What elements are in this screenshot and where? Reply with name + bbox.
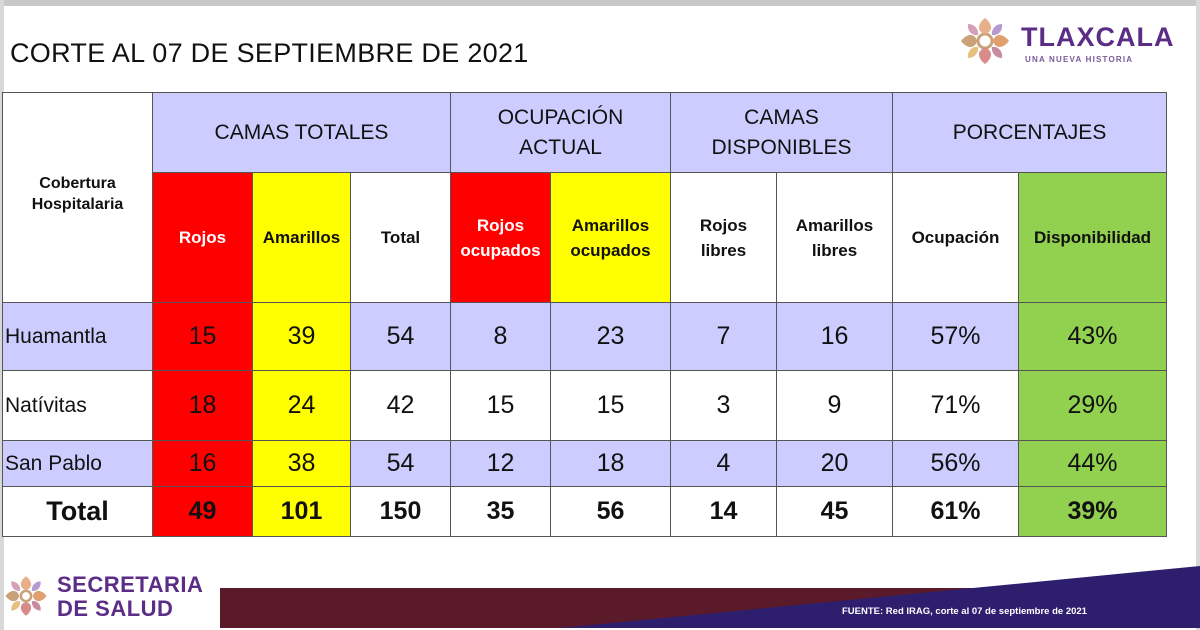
- cell-ocupacion: 71%: [892, 370, 1019, 441]
- subheader-amarillos-ocupados: Amarillos ocupados: [550, 172, 671, 303]
- cell-ocupacion: 57%: [892, 302, 1019, 371]
- subheader-line1: Rojos: [476, 215, 525, 235]
- cell-rojos-libres: 7: [670, 302, 777, 371]
- total-rojos: 49: [152, 486, 253, 537]
- subheader-total: Total: [350, 172, 451, 303]
- total-total: 150: [350, 486, 451, 537]
- cell-amarillos-ocupados: 18: [550, 440, 671, 487]
- total-amarillos-libres: 45: [776, 486, 893, 537]
- group-header-ocupacion-actual: OCUPACIÓN ACTUAL: [450, 92, 671, 173]
- subheader-rojos-ocupados: Rojos ocupados: [450, 172, 551, 303]
- cell-amarillos-libres: 9: [776, 370, 893, 441]
- subheader-amarillos-libres: Amarillos libres: [776, 172, 893, 303]
- document-title: CORTE AL 07 DE SEPTIEMBRE DE 2021: [10, 38, 529, 68]
- footer-logo-line1: SECRETARIA: [57, 572, 204, 597]
- tlaxcala-flower-icon: [961, 18, 1009, 64]
- top-border: [0, 0, 1200, 6]
- cell-total: 54: [350, 302, 451, 371]
- total-amarillos: 101: [252, 486, 351, 537]
- cell-total: 42: [350, 370, 451, 441]
- group-header-porcentajes: PORCENTAJES: [891, 92, 1168, 173]
- brand-name: TLAXCALA: [1021, 22, 1175, 52]
- hospital-coverage-table: Cobertura Hospitalaria CAMAS TOTALES OCU…: [2, 92, 1168, 537]
- group-header-line1: CAMAS: [744, 105, 819, 129]
- cell-rojos-ocupados: 8: [450, 302, 551, 371]
- subheader-line2: libres: [700, 240, 747, 260]
- total-amarillos-ocupados: 56: [550, 486, 671, 537]
- total-label: Total: [2, 486, 153, 537]
- subheader-line1: Amarillos: [571, 215, 650, 235]
- cell-rojos-libres: 4: [670, 440, 777, 487]
- total-rojos-ocupados: 35: [450, 486, 551, 537]
- tlaxcala-flower-icon: [5, 576, 47, 616]
- footer-logo-line2: DE SALUD: [57, 596, 174, 621]
- group-header-camas-disponibles: CAMAS DISPONIBLES: [670, 92, 893, 173]
- group-header-line2: ACTUAL: [519, 135, 602, 159]
- subheader-disponibilidad: Disponibilidad: [1017, 172, 1168, 303]
- table-row: San Pablo 16 38 54 12 18 4 20 56% 44%: [2, 440, 1168, 487]
- subheader-amarillos: Amarillos: [252, 172, 351, 303]
- municipality-name: Huamantla: [2, 302, 153, 371]
- subheader-line2: ocupados: [570, 240, 651, 260]
- cell-rojos: 18: [152, 370, 253, 441]
- cell-amarillos: 24: [252, 370, 351, 441]
- cell-amarillos: 39: [252, 302, 351, 371]
- cell-ocupacion: 56%: [892, 440, 1019, 487]
- total-ocupacion: 61%: [892, 486, 1019, 537]
- cell-rojos-libres: 3: [670, 370, 777, 441]
- cell-disponibilidad: 29%: [1017, 370, 1168, 441]
- cell-rojos: 16: [152, 440, 253, 487]
- secretaria-salud-logo: SECRETARIA DE SALUD: [0, 568, 230, 628]
- cell-rojos-ocupados: 12: [450, 440, 551, 487]
- total-disponibilidad: 39%: [1017, 486, 1168, 537]
- cell-amarillos: 38: [252, 440, 351, 487]
- subheader-ocupacion: Ocupación: [892, 172, 1019, 303]
- cell-amarillos-ocupados: 23: [550, 302, 671, 371]
- cell-rojos: 15: [152, 302, 253, 371]
- municipality-name: San Pablo: [2, 440, 153, 487]
- source-note: FUENTE: Red IRAG, corte al 07 de septiem…: [842, 606, 1087, 617]
- table-row: Huamantla 15 39 54 8 23 7 16 57% 43%: [2, 302, 1168, 371]
- subheader-line2: ocupados: [460, 240, 541, 260]
- coverage-header-line1: Cobertura: [39, 175, 116, 192]
- subheader-line1: Amarillos: [795, 215, 874, 235]
- table-row: Natívitas 18 24 42 15 15 3 9 71% 29%: [2, 370, 1168, 441]
- group-header-camas-totales: CAMAS TOTALES: [152, 92, 451, 173]
- group-header-line1: OCUPACIÓN: [497, 105, 624, 129]
- municipality-name: Natívitas: [2, 370, 153, 441]
- brand-tagline: UNA NUEVA HISTORIA: [1025, 55, 1134, 64]
- cell-amarillos-libres: 16: [776, 302, 893, 371]
- cell-total: 54: [350, 440, 451, 487]
- total-row: Total 49 101 150 35 56 14 45 61% 39%: [2, 486, 1168, 537]
- group-header-line2: DISPONIBLES: [711, 135, 852, 159]
- right-border: [1196, 0, 1200, 630]
- subheader-rojos: Rojos: [152, 172, 253, 303]
- cell-amarillos-ocupados: 15: [550, 370, 671, 441]
- coverage-header-cell: Cobertura Hospitalaria: [2, 92, 153, 303]
- total-rojos-libres: 14: [670, 486, 777, 537]
- cell-disponibilidad: 44%: [1017, 440, 1168, 487]
- cell-amarillos-libres: 20: [776, 440, 893, 487]
- tlaxcala-logo: TLAXCALA UNA NUEVA HISTORIA: [955, 12, 1175, 72]
- cell-rojos-ocupados: 15: [450, 370, 551, 441]
- subheader-line1: Rojos: [699, 215, 748, 235]
- coverage-header-line2: Hospitalaria: [31, 196, 124, 213]
- subheader-rojos-libres: Rojos libres: [670, 172, 777, 303]
- subheader-line2: libres: [811, 240, 858, 260]
- cell-disponibilidad: 43%: [1017, 302, 1168, 371]
